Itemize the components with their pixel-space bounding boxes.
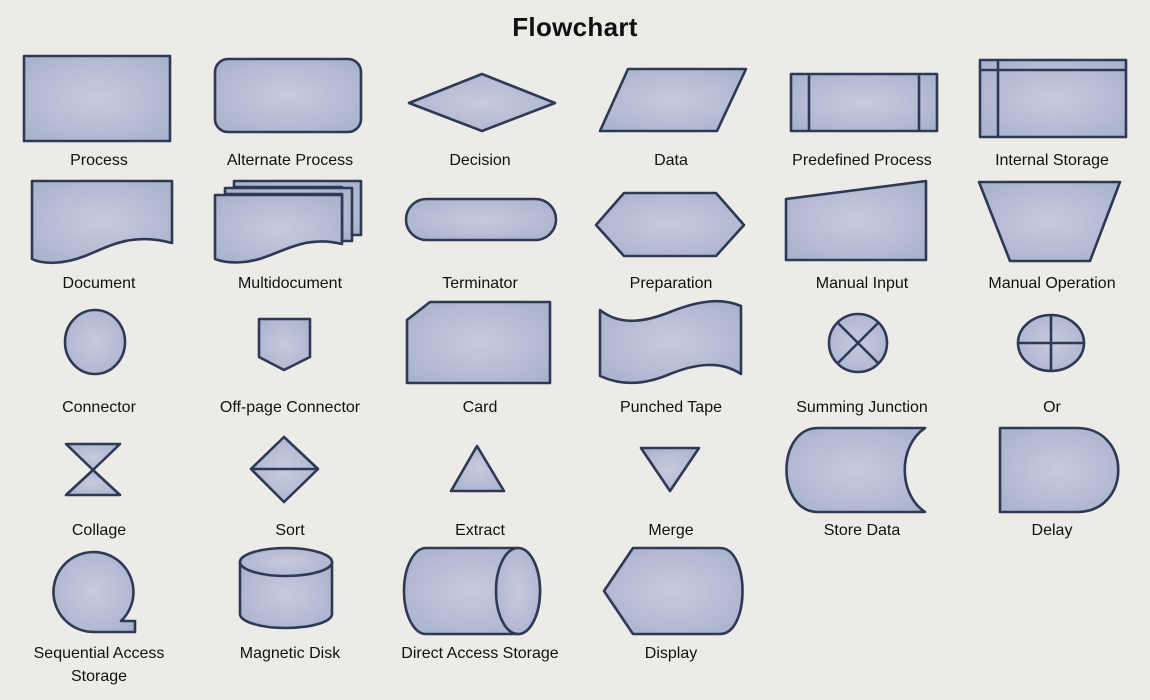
symbol-label-delay: Delay <box>1031 522 1073 539</box>
data-shape <box>598 67 748 133</box>
symbol-label-magnetic-disk: Magnetic Disk <box>239 645 341 662</box>
symbol-label-manual-operation: Manual Operation <box>988 275 1116 292</box>
terminator-shape <box>404 197 558 242</box>
decision-shape <box>407 72 557 133</box>
symbol-label-preparation: Preparation <box>629 275 713 292</box>
delay-shape <box>998 426 1120 514</box>
manual-operation-shape <box>977 180 1122 263</box>
display-shape <box>602 546 744 636</box>
extract-shape <box>449 444 506 493</box>
symbol-label-or: Or <box>1043 399 1061 416</box>
symbol-label-internal-storage: Internal Storage <box>995 152 1109 169</box>
sequential-access-storage-shape <box>52 550 137 634</box>
symbol-label-direct-access-storage: Direct Access Storage <box>401 645 559 662</box>
preparation-shape <box>594 191 746 258</box>
symbol-label-data: Data <box>654 152 688 169</box>
document-shape <box>30 179 174 265</box>
sort-shape <box>249 435 320 504</box>
process-shape <box>22 54 172 143</box>
symbol-label-document: Document <box>62 275 136 292</box>
symbol-label-punched-tape: Punched Tape <box>619 399 722 416</box>
symbol-label-sequential-access-storage: Sequential Access Storage <box>33 645 165 685</box>
symbol-label-merge: Merge <box>648 522 694 539</box>
symbol-label-multidocument: Multidocument <box>237 275 343 292</box>
symbol-label-store-data: Store Data <box>823 522 901 539</box>
symbol-label-predefined-process: Predefined Process <box>792 152 932 169</box>
summing-junction-shape <box>827 312 889 374</box>
or-shape <box>1016 313 1086 373</box>
symbol-label-terminator: Terminator <box>442 275 518 292</box>
store-data-shape <box>785 426 927 514</box>
collage-shape <box>64 442 122 497</box>
symbol-label-collage: Collage <box>71 522 127 539</box>
symbol-label-process: Process <box>70 152 128 169</box>
symbol-label-sort: Sort <box>275 522 305 539</box>
symbol-label-display: Display <box>644 645 698 662</box>
symbol-label-manual-input: Manual Input <box>815 275 909 292</box>
symbol-label-alternate-process: Alternate Process <box>226 152 354 169</box>
magnetic-disk-shape <box>238 546 334 630</box>
manual-input-shape <box>784 179 928 262</box>
off-page-connector-shape <box>257 317 312 372</box>
merge-shape <box>639 446 701 493</box>
symbol-label-off-page-connector: Off-page Connector <box>219 399 361 416</box>
connector-shape <box>63 308 127 376</box>
symbol-label-card: Card <box>462 399 498 416</box>
diagram-title: Flowchart <box>512 12 638 42</box>
card-shape <box>405 300 552 385</box>
symbol-label-connector: Connector <box>62 399 136 416</box>
symbol-label-decision: Decision <box>449 152 511 169</box>
direct-access-storage-shape <box>402 546 542 636</box>
multidocument-shape <box>213 179 363 264</box>
internal-storage-shape <box>978 58 1128 139</box>
symbol-label-summing-junction: Summing Junction <box>796 399 928 416</box>
symbol-label-extract: Extract <box>455 522 505 539</box>
punched-tape-shape <box>598 299 743 385</box>
predefined-process-shape <box>789 72 939 133</box>
alternate-process-shape <box>213 57 363 134</box>
